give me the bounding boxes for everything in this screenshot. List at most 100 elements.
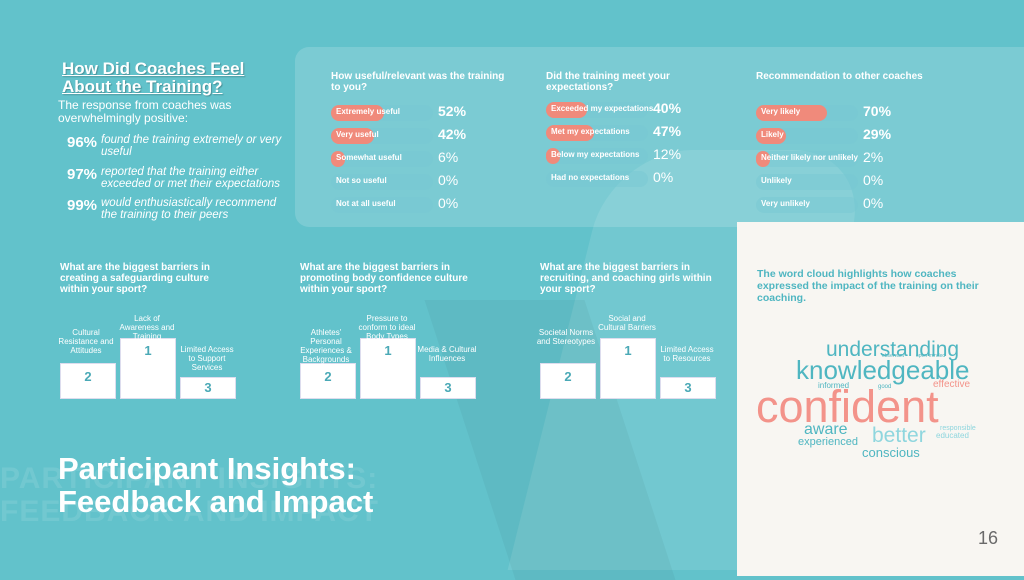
podium-second: 2 (300, 363, 356, 399)
stat-text: found the training extremely or very use… (101, 134, 282, 158)
word-responsible: responsible (940, 425, 976, 432)
word-observant: observant (882, 353, 904, 359)
word-informed: informed (818, 381, 850, 390)
stat-text: reported that the training either exceed… (101, 166, 280, 190)
result-percent: 0% (438, 195, 459, 211)
result-bar-track (756, 197, 858, 213)
result-label: Somewhat useful (336, 153, 402, 162)
page-title-line: Participant Insights: (58, 451, 356, 486)
result-label: Below my expectations (551, 150, 640, 159)
podium-second: 2 (60, 363, 116, 399)
result-percent: 0% (863, 195, 884, 211)
result-row: Extremely useful 52% (331, 103, 481, 123)
page-title: Participant Insights: Feedback and Impac… (58, 452, 373, 518)
result-label: Very unlikely (761, 199, 810, 208)
word-aware: aware (804, 421, 848, 438)
question-title: How useful/relevant was the training to … (331, 71, 505, 93)
result-percent: 52% (438, 103, 467, 119)
word-open-minded: open-minded (916, 353, 946, 359)
podium-third: 3 (420, 377, 476, 399)
result-bar-fill (756, 151, 770, 167)
result-bar-track (331, 151, 433, 167)
result-label: Not so useful (336, 176, 387, 185)
word-understanding: understanding (826, 338, 960, 361)
question-title: Recommendation to other coaches (756, 71, 923, 82)
word-effective: effective (933, 379, 971, 390)
result-bar-fill (331, 128, 374, 144)
result-label: Met my expectations (551, 127, 630, 136)
result-label: Likely (761, 130, 784, 139)
podium-label-first: Lack of Awareness and Training (119, 314, 175, 341)
podium-rank: 3 (684, 380, 692, 395)
stat-percent: 99% (67, 197, 98, 214)
word-cloud-caption: The word cloud highlights how coaches ex… (757, 268, 979, 304)
result-row: Neither likely nor unlikely 2% (756, 149, 906, 169)
podium-first: 1 (600, 338, 656, 399)
result-bar-fill (756, 105, 828, 121)
podium-rank: 3 (444, 380, 452, 395)
result-label: Neither likely nor unlikely (761, 153, 858, 162)
podium-third: 3 (180, 377, 236, 399)
podium-label-second: Societal Norms and Stereotypes (536, 328, 596, 346)
result-percent: 12% (653, 146, 682, 162)
barrier-question-title: What are the biggest barriers in recruit… (540, 262, 712, 295)
result-label: Unlikely (761, 176, 792, 185)
podium-rank: 2 (84, 369, 92, 384)
question-block-expectations: Did the training meet your expectations? (546, 71, 726, 99)
intro-text: The response from coaches was overwhelmi… (58, 98, 232, 125)
result-row: Below my expectations 12% (546, 146, 696, 166)
result-percent: 40% (653, 100, 682, 116)
barrier-question-title: What are the biggest barriers in promoti… (300, 262, 468, 295)
word-experienced: experienced (798, 436, 858, 448)
result-percent: 2% (863, 149, 884, 165)
result-label: Very useful (336, 130, 379, 139)
podium-first: 1 (360, 338, 416, 399)
ghost-title-line: PARTICIPANT INSIGHTS: (0, 462, 379, 495)
barrier-question-title: What are the biggest barriers in creatin… (60, 262, 211, 295)
result-row: Exceeded my expectations 40% (546, 100, 696, 120)
stat-percent: 97% (67, 166, 98, 183)
result-bar-track (546, 148, 648, 164)
result-row: Not so useful 0% (331, 172, 481, 192)
result-bar-fill (546, 102, 587, 118)
podium-label-first: Social and Cultural Barriers (598, 314, 656, 332)
result-row: Had no expectations 0% (546, 169, 696, 189)
result-row: Met my expectations 47% (546, 123, 696, 143)
result-label: Not at all useful (336, 199, 396, 208)
podium-rank: 2 (564, 369, 572, 384)
podium-label-third: Limited Access to Resources (660, 345, 714, 363)
result-percent: 6% (438, 149, 459, 165)
ghost-title: PARTICIPANT INSIGHTS: FEEDBACK AND IMPAC… (0, 462, 379, 528)
page-number: 16 (978, 528, 999, 548)
stat-row: 97% reported that the training either ex… (67, 166, 297, 190)
result-percent: 70% (863, 103, 892, 119)
result-bar-track (331, 174, 433, 190)
podium-label-third: Media & Cultural Influences (417, 345, 477, 363)
page-title-line: Feedback and Impact (58, 484, 374, 519)
result-bar-track (756, 174, 858, 190)
result-row: Somewhat useful 6% (331, 149, 481, 169)
stat-row: 99% would enthusiastically recommend the… (67, 197, 297, 221)
podium-label-first: Pressure to conform to ideal Body Types (358, 314, 416, 341)
podium-rank: 2 (324, 369, 332, 384)
result-label: Had no expectations (551, 173, 630, 182)
word-knowledgeable: knowledgeable (796, 355, 970, 385)
word-confident: confident (756, 381, 939, 432)
podium-third: 3 (660, 377, 716, 399)
result-bar-fill (546, 148, 560, 164)
word-better: better (872, 424, 926, 447)
ghost-title-line: FEEDBACK AND IMPACT (0, 495, 379, 528)
survey-results-panel (295, 47, 1024, 227)
podium-rank: 1 (384, 343, 392, 358)
podium-rank: 3 (204, 380, 212, 395)
result-row: Very unlikely 0% (756, 195, 906, 215)
podium-first: 1 (120, 338, 176, 399)
result-percent: 0% (653, 169, 674, 185)
word-cloud-panel (737, 222, 1024, 576)
result-row: Very useful 42% (331, 126, 481, 146)
podium-rank: 1 (144, 343, 152, 358)
result-bar-fill (331, 151, 345, 167)
stat-row: 96% found the training extremely or very… (67, 134, 297, 158)
question-block-usefulness: How useful/relevant was the training to … (331, 71, 511, 99)
result-label: Extremely useful (336, 107, 401, 116)
